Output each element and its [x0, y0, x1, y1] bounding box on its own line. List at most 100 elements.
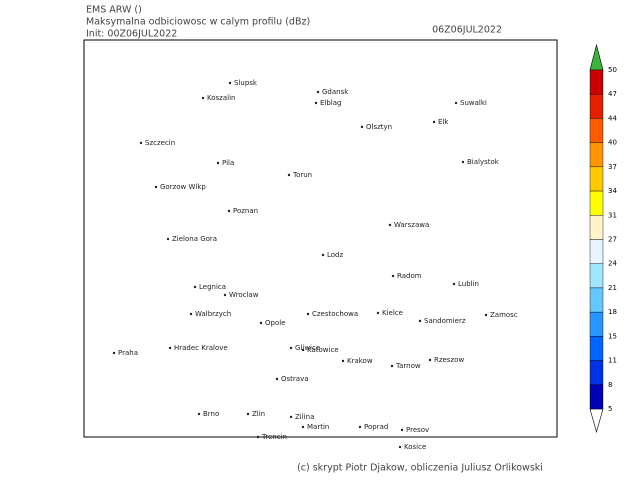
valid-time: 06Z06JUL2022	[432, 25, 502, 36]
city-dot	[432, 120, 436, 124]
city-dot	[418, 319, 422, 323]
city-dot	[461, 160, 465, 164]
city-dot	[154, 185, 158, 189]
colorbar-label: 8	[608, 381, 612, 389]
city-dot	[139, 141, 143, 145]
city-label: Praha	[118, 349, 138, 357]
city-dot	[341, 359, 345, 363]
city-label: Ostrava	[281, 375, 309, 383]
colorbar-label: 27	[608, 236, 617, 244]
city-label: Rzeszow	[434, 356, 464, 364]
city-label: Bialystok	[467, 158, 500, 166]
city-label: Warszawa	[394, 221, 429, 229]
city-label: Lodz	[327, 251, 344, 259]
colorbar-segment	[589, 69, 604, 95]
colorbar-label: 44	[608, 114, 617, 122]
city-label: Martin	[307, 423, 329, 431]
city-label: Poprad	[364, 423, 388, 431]
city-label: Koszalin	[207, 94, 235, 102]
colorbar-segment	[589, 190, 604, 216]
city-dot	[227, 209, 231, 213]
city-label: Elblag	[320, 99, 342, 107]
map-title: Maksymalna odbiciowosc w calym profilu (…	[86, 17, 310, 28]
colorbar-label: 37	[608, 163, 617, 171]
colorbar-segment	[589, 215, 604, 240]
city-label: Slupsk	[234, 79, 258, 87]
colorbar-segment	[589, 360, 604, 385]
city-label: Gdansk	[322, 88, 349, 96]
city-label: Katowice	[307, 346, 339, 354]
city-label: Torun	[292, 171, 312, 179]
city-label: Gorzow Wlkp	[160, 183, 206, 191]
colorbar-label: 11	[608, 357, 617, 365]
colorbar-segment	[589, 118, 604, 143]
city-dot	[314, 101, 318, 105]
city-label: Brno	[203, 410, 219, 418]
city-label: Czestochowa	[312, 310, 358, 318]
city-label: Sandomierz	[424, 317, 466, 325]
city-label: Krakow	[347, 357, 373, 365]
city-dot	[189, 312, 193, 316]
city-dot	[166, 237, 170, 241]
colorbar-segment	[589, 384, 604, 410]
colorbar-label: 5	[608, 405, 612, 413]
city-dot	[289, 415, 293, 419]
city-label: Szczecin	[145, 139, 175, 147]
city-label: Zamosc	[490, 311, 518, 319]
colorbar-label: 47	[608, 90, 617, 98]
city-dot	[391, 274, 395, 278]
city-label: Zlin	[252, 410, 265, 418]
colorbar-segment	[589, 287, 604, 313]
city-label: Gliwice	[295, 344, 320, 352]
colorbar-label: 34	[608, 187, 617, 195]
city-label: Legnica	[199, 283, 226, 291]
model-name: EMS ARW ()	[86, 5, 142, 16]
init-time: Init: 00Z06JUL2022	[86, 29, 177, 40]
colorbar-segment	[589, 239, 604, 264]
city-dot	[360, 125, 364, 129]
city-dot	[388, 223, 392, 227]
colorbar-label: 31	[608, 211, 617, 219]
credits: (c) skrypt Piotr Djakow, obliczenia Juli…	[297, 463, 543, 474]
city-label: Radom	[397, 272, 422, 280]
city-dot	[301, 425, 305, 429]
colorbar-label: 18	[608, 308, 617, 316]
city-label: Presov	[406, 426, 429, 434]
city-dot	[193, 285, 197, 289]
city-label: Opole	[265, 319, 286, 327]
city-dot	[398, 445, 402, 449]
city-dot	[259, 321, 263, 325]
city-label: Poznan	[233, 207, 258, 215]
map	[83, 39, 558, 438]
city-dot	[223, 293, 227, 297]
city-dot	[358, 425, 362, 429]
city-dot	[376, 311, 380, 315]
colorbar-segment	[589, 311, 604, 337]
city-label: Zilina	[295, 413, 314, 421]
city-dot	[452, 282, 456, 286]
city-dot	[256, 435, 260, 439]
colorbar-segment	[589, 263, 604, 289]
city-dot	[216, 161, 220, 165]
city-label: Hradec Kralove	[174, 344, 228, 352]
city-label: Kielce	[382, 309, 403, 317]
colorbar-label: 15	[608, 332, 617, 340]
city-label: Trencin	[261, 433, 287, 441]
city-dot	[228, 81, 232, 85]
city-dot	[454, 101, 458, 105]
city-dot	[112, 351, 116, 355]
city-label: Kosice	[404, 443, 426, 451]
colorbar-segment	[589, 94, 604, 119]
city-dot	[400, 428, 404, 432]
city-label: Elk	[438, 118, 449, 126]
colorbar-label: 21	[608, 284, 617, 292]
colorbar-label: 24	[608, 260, 617, 268]
city-dot	[321, 253, 325, 257]
city-dot	[287, 173, 291, 177]
city-dot	[301, 348, 305, 352]
map-frame	[83, 39, 558, 438]
city-label: Wroclaw	[229, 291, 259, 299]
city-dot	[246, 412, 250, 416]
city-dot	[275, 377, 279, 381]
